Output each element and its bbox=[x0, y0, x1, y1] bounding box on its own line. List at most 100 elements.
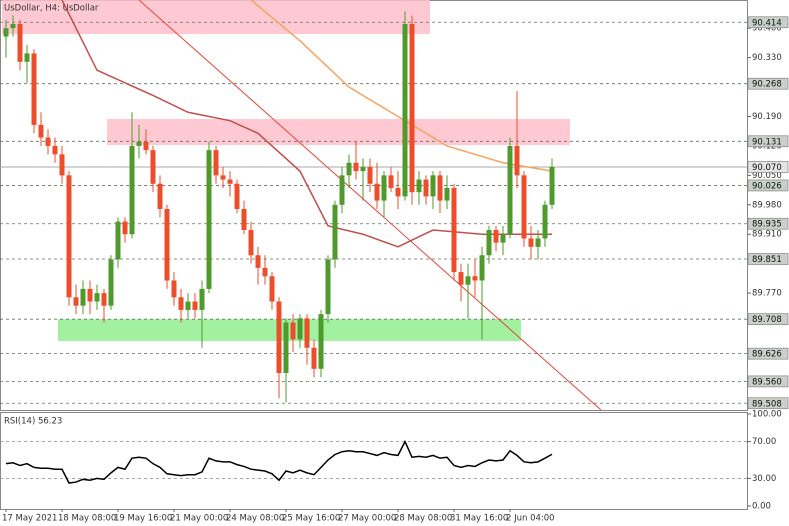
rsi-plot-frame bbox=[0, 412, 748, 510]
rsi-plot bbox=[0, 439, 747, 484]
level-label: 90.131 bbox=[752, 137, 782, 147]
level-box bbox=[747, 179, 789, 192]
candle-body bbox=[542, 204, 548, 239]
candle-body bbox=[80, 288, 86, 306]
candle-body bbox=[437, 175, 443, 201]
candle-body bbox=[409, 23, 415, 193]
candle-body bbox=[304, 318, 310, 348]
candle-body bbox=[458, 272, 464, 285]
candle-body bbox=[416, 179, 422, 193]
level-label: 90.026 bbox=[752, 181, 782, 191]
candle-body bbox=[374, 183, 380, 201]
candle-body bbox=[430, 175, 436, 197]
candle-body bbox=[248, 230, 254, 256]
level-label: 90.414 bbox=[752, 18, 782, 28]
current-price-box bbox=[747, 161, 789, 173]
level-box bbox=[747, 347, 789, 360]
level-box bbox=[747, 253, 789, 265]
candle-body bbox=[472, 276, 478, 281]
candle-body bbox=[108, 259, 114, 306]
zone bbox=[2, 0, 430, 35]
candle-body bbox=[73, 297, 79, 306]
level-label: 89.560 bbox=[752, 377, 782, 387]
level-label: 89.508 bbox=[752, 399, 782, 409]
candle-body bbox=[115, 221, 121, 260]
x-tick-label: 27 May 00:00 bbox=[338, 514, 396, 524]
candle-body bbox=[297, 318, 303, 340]
candle-body bbox=[507, 145, 513, 235]
candle-body bbox=[493, 230, 499, 243]
y-tick-label: 90.190 bbox=[752, 112, 782, 122]
candle-body bbox=[136, 141, 142, 146]
moving-average bbox=[250, 0, 553, 172]
candle-body bbox=[381, 175, 387, 201]
candle-body bbox=[262, 267, 268, 277]
candle-body bbox=[31, 53, 37, 125]
candle-body bbox=[143, 141, 149, 151]
candle-body bbox=[17, 23, 23, 62]
current-price-label: 90.070 bbox=[752, 163, 782, 173]
candle-body bbox=[220, 175, 226, 180]
candle-body bbox=[94, 293, 100, 302]
candle-body bbox=[339, 175, 345, 205]
level-box bbox=[747, 375, 789, 388]
rsi-line bbox=[5, 439, 553, 484]
candle-body bbox=[521, 175, 527, 239]
candle-body bbox=[423, 179, 429, 197]
candle-body bbox=[129, 145, 135, 235]
candle-body bbox=[276, 301, 282, 373]
level-label: 89.851 bbox=[752, 255, 782, 265]
candle-body bbox=[171, 280, 177, 298]
x-tick-label: 2 Jun 04:00 bbox=[506, 514, 555, 524]
y-tick-label: 70.00 bbox=[752, 437, 776, 447]
x-tick-label: 31 May 16:00 bbox=[450, 514, 508, 524]
candle-body bbox=[199, 288, 205, 310]
candle-body bbox=[549, 166, 555, 205]
candle-body bbox=[367, 166, 373, 184]
candle-body bbox=[451, 187, 457, 273]
candle-body bbox=[402, 23, 408, 197]
candle-body bbox=[269, 276, 275, 302]
chart-title: UsDollar, H4: UsDollar bbox=[4, 4, 99, 14]
level-label: 89.708 bbox=[752, 315, 782, 325]
y-tick-label: 90.050 bbox=[752, 171, 782, 181]
zone bbox=[107, 119, 570, 146]
candle-body bbox=[360, 166, 366, 172]
trendline bbox=[138, 0, 602, 410]
candle-body bbox=[255, 255, 261, 268]
candle-body bbox=[3, 28, 9, 37]
candle-body bbox=[465, 276, 471, 285]
rsi-title: RSI(14) 56.23 bbox=[4, 417, 62, 427]
candle-body bbox=[87, 288, 93, 302]
candle-body bbox=[10, 23, 16, 29]
candle-body bbox=[346, 162, 352, 176]
candle-body bbox=[206, 150, 212, 289]
candle-body bbox=[325, 259, 331, 315]
candle-body bbox=[66, 175, 72, 298]
candle-body bbox=[500, 234, 506, 243]
candle-body bbox=[283, 322, 289, 373]
x-tick-label: 19 May 16:00 bbox=[114, 514, 172, 524]
x-tick-label: 21 May 00:00 bbox=[170, 514, 228, 524]
candle-body bbox=[535, 238, 541, 247]
candle-body bbox=[514, 145, 520, 176]
candle-body bbox=[38, 124, 44, 138]
candle-body bbox=[241, 208, 247, 231]
candle-body bbox=[150, 150, 156, 184]
x-tick-label: 17 May 2021 bbox=[2, 514, 57, 524]
y-tick-label: 30.00 bbox=[752, 474, 776, 484]
candle-body bbox=[213, 150, 219, 176]
candle-body bbox=[59, 154, 65, 176]
candle-body bbox=[311, 347, 317, 369]
candle-body bbox=[318, 314, 324, 369]
level-box bbox=[747, 16, 789, 29]
candle-body bbox=[185, 301, 191, 310]
candle-body bbox=[528, 238, 534, 247]
level-label: 89.626 bbox=[752, 350, 782, 360]
candle-body bbox=[332, 204, 338, 260]
y-tick-label: 100.00 bbox=[752, 410, 782, 420]
candle-body bbox=[192, 301, 198, 310]
candle-body bbox=[444, 187, 450, 201]
candle-body bbox=[388, 175, 394, 188]
